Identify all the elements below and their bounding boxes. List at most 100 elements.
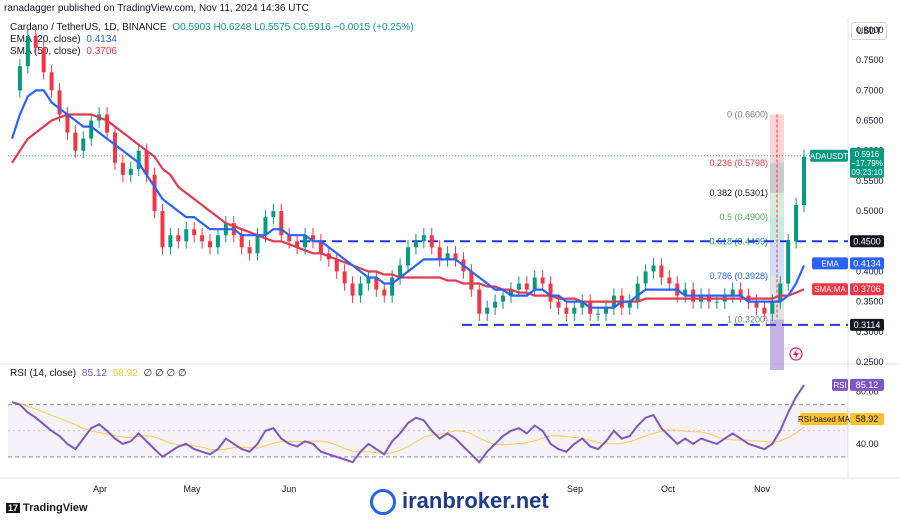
candle-body	[508, 289, 513, 296]
y-tick-label: 0.2500	[856, 357, 884, 367]
candle-body	[461, 259, 466, 272]
x-tick-label: Nov	[754, 484, 771, 494]
candle-body	[477, 289, 482, 314]
candle-body	[556, 301, 561, 308]
candle-body	[105, 114, 110, 133]
candle-body	[588, 301, 593, 314]
candle-body	[413, 241, 418, 248]
candle-body	[754, 301, 759, 308]
candle-body	[619, 295, 624, 308]
candle-body	[160, 211, 165, 248]
candle-body	[453, 253, 458, 260]
y-tick-label: 0.7500	[856, 55, 884, 65]
candle-body	[128, 168, 133, 175]
candle-body	[778, 283, 783, 302]
candle-body	[651, 265, 656, 272]
candle-body	[580, 301, 585, 308]
rsi-band-fill	[8, 404, 848, 457]
last-price-tag-line: 09:23:10	[851, 168, 883, 177]
candle-body	[501, 295, 506, 302]
sma-legend-value: 0.3706	[86, 46, 117, 57]
candle-body	[445, 253, 450, 260]
candle-body	[192, 229, 197, 236]
candle-body	[493, 301, 498, 308]
candle-body	[350, 283, 355, 296]
indicator-price-tag	[850, 257, 884, 270]
level-price-tag-label: 0.3114	[854, 320, 881, 330]
x-tick-label: Sep	[567, 484, 583, 494]
fib-level-label: 0.5 (0.4900)	[719, 212, 768, 222]
candle-body	[706, 295, 711, 302]
candle-body	[604, 307, 608, 314]
candle-body	[318, 241, 323, 254]
candle-body	[746, 295, 751, 302]
x-tick-label: May	[183, 484, 201, 494]
rsi-legend[interactable]: RSI (14, close) 85.12 58.92 ∅ ∅ ∅ ∅	[10, 368, 187, 379]
candle-body	[730, 289, 735, 296]
ema20-line	[10, 89, 806, 309]
fib-level-label: 0.236 (0.5798)	[709, 158, 768, 168]
watermark-logo-icon	[370, 489, 396, 516]
candle-body	[287, 235, 292, 242]
candle-body	[263, 217, 268, 236]
candle-body	[89, 120, 94, 139]
tradingview-logo[interactable]: 17 TradingView	[6, 502, 88, 514]
alert-bolt-icon	[789, 347, 803, 361]
currency-button[interactable]: USDT	[851, 22, 887, 40]
rsi-ma-value-tag-label: 58.92	[856, 414, 879, 424]
candle-body	[295, 241, 300, 248]
candle-body	[342, 271, 347, 284]
candle-body	[239, 235, 244, 248]
tv-mark-icon: 17	[6, 503, 21, 513]
candle-body	[184, 229, 189, 242]
candle-body	[643, 271, 648, 284]
candle-body	[247, 247, 252, 254]
rsi-ma-name-tag-label: RSI-based MA	[798, 415, 851, 424]
candle-body	[97, 114, 102, 121]
rsi-legend-value: 85.12	[81, 368, 107, 379]
symbol-name-tag	[810, 149, 848, 162]
candle-body	[231, 223, 236, 236]
candle-body	[429, 235, 434, 248]
rsi-legend-tail: ∅ ∅ ∅ ∅	[143, 368, 187, 379]
alert-bolt-glyph	[793, 349, 799, 359]
candle-body	[223, 223, 228, 236]
fib-level-label: 0.618 (0.4499)	[709, 236, 768, 246]
symbol-legend[interactable]: Cardano / TetherUS, 1D, BINANCE O0.5903 …	[10, 22, 414, 33]
candle-body	[112, 132, 117, 163]
candle-body	[152, 174, 157, 212]
candle-body	[73, 132, 78, 151]
candle-body	[738, 289, 743, 296]
candle-body	[437, 247, 442, 260]
candle-body	[382, 289, 387, 296]
candle-body	[532, 277, 537, 290]
candle-body	[271, 211, 276, 218]
symbol-line: Cardano / TetherUS, 1D, BINANCE	[10, 22, 167, 33]
candle-body	[334, 259, 339, 272]
candle-body	[17, 66, 22, 91]
candle-body	[303, 235, 308, 248]
candle-body	[366, 277, 371, 284]
y-tick-label: 0.3500	[856, 297, 884, 307]
candle-body	[548, 283, 553, 302]
candle-body	[786, 241, 791, 284]
candle-body	[215, 235, 220, 248]
rsi-legend-label: RSI (14, close)	[10, 368, 77, 379]
candle-body	[49, 72, 54, 91]
sma-legend[interactable]: SMA (50, close) 0.3706	[10, 46, 117, 57]
indicator-name-tag	[812, 283, 848, 296]
rsi-line	[11, 384, 805, 464]
candle-body	[398, 265, 403, 278]
indicator-name-tag-label: SMA:MA	[814, 285, 846, 294]
candle-body	[57, 90, 62, 115]
candle-body	[572, 307, 577, 314]
candle-body	[120, 162, 125, 175]
rsi-ma-value-tag	[850, 413, 884, 426]
candle-body	[516, 283, 521, 290]
y-tick-label: 0.4000	[856, 266, 884, 276]
tradingview-brand: TradingView	[23, 502, 88, 514]
candle-body	[540, 277, 545, 284]
ema-legend[interactable]: EMA (20, close) 0.4134	[10, 34, 117, 45]
y-tick-label: 0.3000	[856, 327, 884, 337]
